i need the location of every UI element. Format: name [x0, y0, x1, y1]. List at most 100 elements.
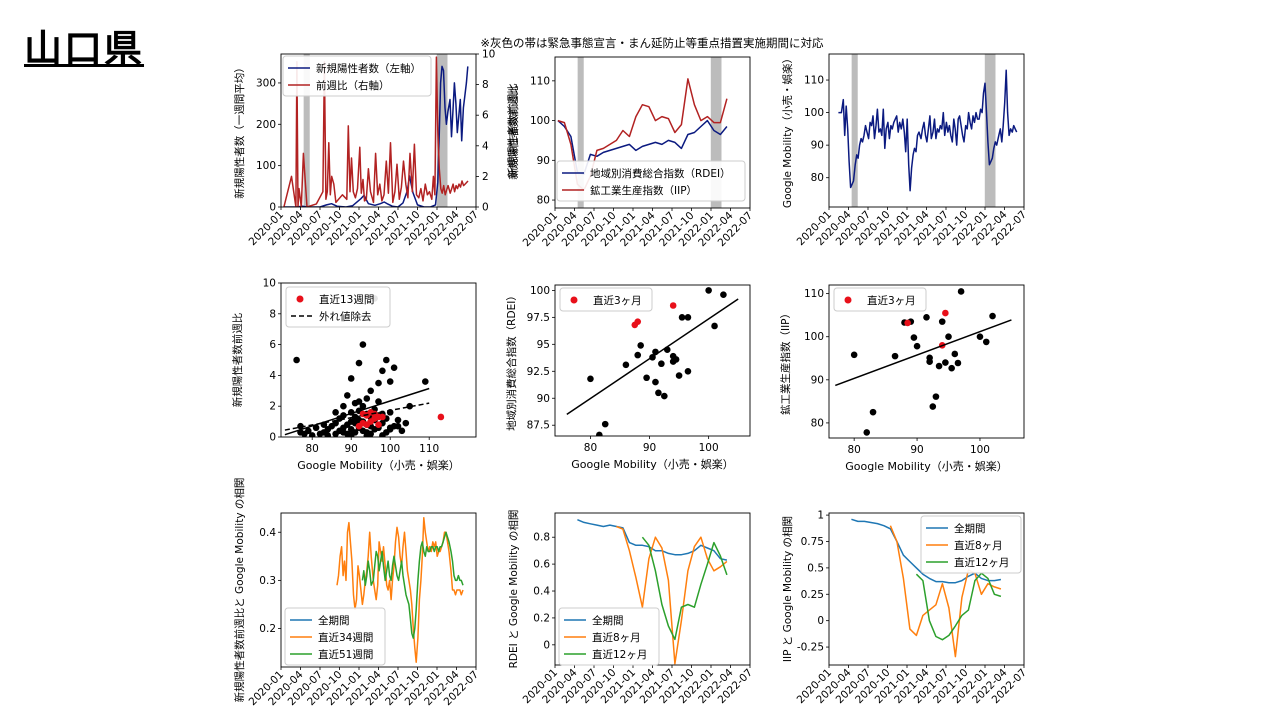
- y-tick-label: 1: [817, 510, 824, 522]
- series-line: [889, 525, 1002, 658]
- legend-box: [556, 160, 746, 202]
- series-line: [641, 536, 728, 641]
- x-axis-label: Google Mobility（小売・娯楽）: [845, 459, 1007, 473]
- y-tick-label: 0.2: [533, 612, 550, 624]
- x-axis-label: Google Mobility（小売・娯楽）: [297, 458, 459, 472]
- legend-label: 直近3ヶ月: [867, 294, 916, 307]
- data-point: [347, 432, 355, 437]
- y-tick-label: 80: [811, 172, 824, 184]
- data-point: [661, 392, 668, 400]
- data-point: [891, 352, 899, 360]
- legend-marker: [844, 296, 852, 304]
- figure-note: ※灰色の帯は緊急事態宣言・まん延防止等重点措置実施期間に対応: [480, 36, 824, 50]
- recent-point: [669, 302, 677, 309]
- data-point: [637, 342, 644, 349]
- data-point: [913, 342, 921, 350]
- x-axis-label: Google Mobility（小売・娯楽）: [571, 457, 733, 471]
- y-tick-label: 0.4: [533, 586, 550, 598]
- y2-tick-label: 8: [482, 79, 489, 91]
- y-tick-label: 0: [269, 202, 276, 214]
- plot-frame: [554, 284, 751, 437]
- series-line: [851, 518, 1002, 584]
- legend-label: 新規陽性者数（左軸）: [316, 62, 421, 75]
- y-tick-label: 90: [811, 140, 824, 152]
- fit-line-outlier-removed: [284, 402, 430, 431]
- data-point: [390, 364, 398, 372]
- data-point: [363, 432, 371, 437]
- legend-1: 新規陽性者数（左軸） 前週比（右軸）: [282, 55, 432, 97]
- y-axis-label: Google Mobility（小売・娯楽）: [781, 53, 794, 208]
- shaded-period: [577, 57, 584, 208]
- y-axis-label: RDEI と Google Mobility の相関: [507, 510, 520, 669]
- recent-point: [437, 413, 445, 421]
- x-tick-label: 80: [847, 444, 860, 456]
- recent-point: [942, 309, 949, 317]
- data-point: [363, 395, 371, 402]
- y-tick-label: 6: [269, 339, 276, 351]
- data-point: [375, 398, 382, 405]
- y-tick-label: 100: [530, 115, 550, 127]
- series-line: [915, 572, 1002, 641]
- data-point: [942, 359, 949, 366]
- y-tick-label: -0.25: [797, 642, 824, 654]
- data-point: [359, 402, 367, 410]
- y-tick-label: 300: [256, 77, 276, 89]
- data-point: [332, 409, 339, 416]
- data-point: [379, 432, 386, 437]
- y2-tick-label: 6: [482, 110, 489, 122]
- legend-label: 直近51週間: [318, 648, 373, 661]
- x-tick-label: 80: [584, 442, 597, 454]
- data-point: [394, 422, 402, 430]
- data-point: [422, 378, 429, 385]
- data-point: [312, 424, 320, 432]
- x-tick-label: 90: [345, 443, 358, 455]
- y-tick-label: 110: [804, 288, 824, 300]
- y-tick-label: 4: [269, 370, 276, 382]
- legend-label: 地域別消費総合指数（RDEI）: [590, 167, 731, 180]
- data-point: [305, 427, 312, 435]
- y2-tick-label: 2: [482, 171, 489, 183]
- y-axis-label: 新規陽性者数（一週間平均）: [233, 62, 246, 199]
- legend-box: [558, 607, 660, 666]
- y-tick-label: 10: [263, 278, 276, 290]
- y-tick-label: 2: [269, 401, 276, 413]
- y-tick-label: 0.5: [807, 562, 824, 574]
- data-point: [976, 333, 984, 341]
- data-point: [587, 375, 594, 383]
- plot-frame: [828, 284, 1025, 439]
- data-point: [406, 402, 414, 410]
- y-tick-label: 0.3: [259, 575, 276, 587]
- y-axis-label: 地域別消費総合指数（RDEI）: [505, 290, 518, 431]
- data-point: [989, 312, 996, 320]
- y2-tick-label: 10: [482, 49, 495, 61]
- data-point: [622, 361, 630, 369]
- y-tick-label: 90: [537, 155, 550, 167]
- y-tick-label: 100: [804, 107, 824, 119]
- data-point: [386, 426, 394, 433]
- panel-3: 80901001102020-012020-042020-072020-1020…: [781, 53, 1029, 248]
- y-tick-label: 0: [817, 615, 824, 627]
- data-point: [954, 359, 962, 367]
- shaded-period: [984, 54, 996, 207]
- prefecture-title: 山口県: [24, 27, 145, 71]
- fit-line: [835, 319, 1012, 387]
- legend-marker: [570, 296, 578, 304]
- legend-label: 直近12ヶ月: [592, 648, 647, 661]
- plot-area: [284, 295, 445, 437]
- y-tick-label: 0.4: [259, 527, 276, 539]
- y-axis-label: 新規陽性者数前週比: [231, 313, 244, 408]
- legend-marker: [296, 295, 304, 303]
- legend-label: 全期間: [954, 522, 986, 535]
- legend-label: 全期間: [592, 614, 624, 627]
- data-point: [945, 333, 952, 341]
- y-tick-label: 0.25: [801, 589, 824, 601]
- data-point: [658, 360, 665, 368]
- data-point: [923, 314, 930, 321]
- y-tick-label: 0: [543, 639, 550, 651]
- legend-box: [920, 515, 1022, 574]
- data-point: [705, 287, 712, 294]
